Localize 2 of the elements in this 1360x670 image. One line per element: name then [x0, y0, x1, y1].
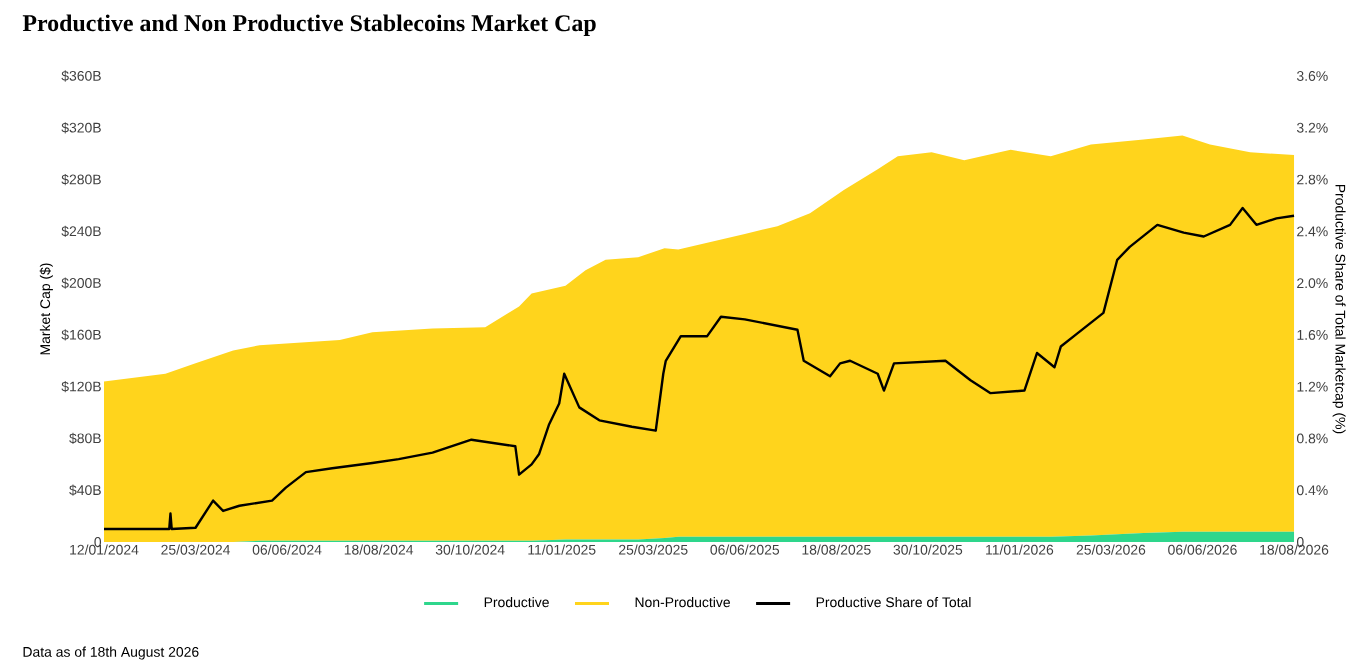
chart-title: Productive and Non Productive Stablecoins Market Cap [22, 14, 596, 37]
line-series [102, 206, 1296, 531]
